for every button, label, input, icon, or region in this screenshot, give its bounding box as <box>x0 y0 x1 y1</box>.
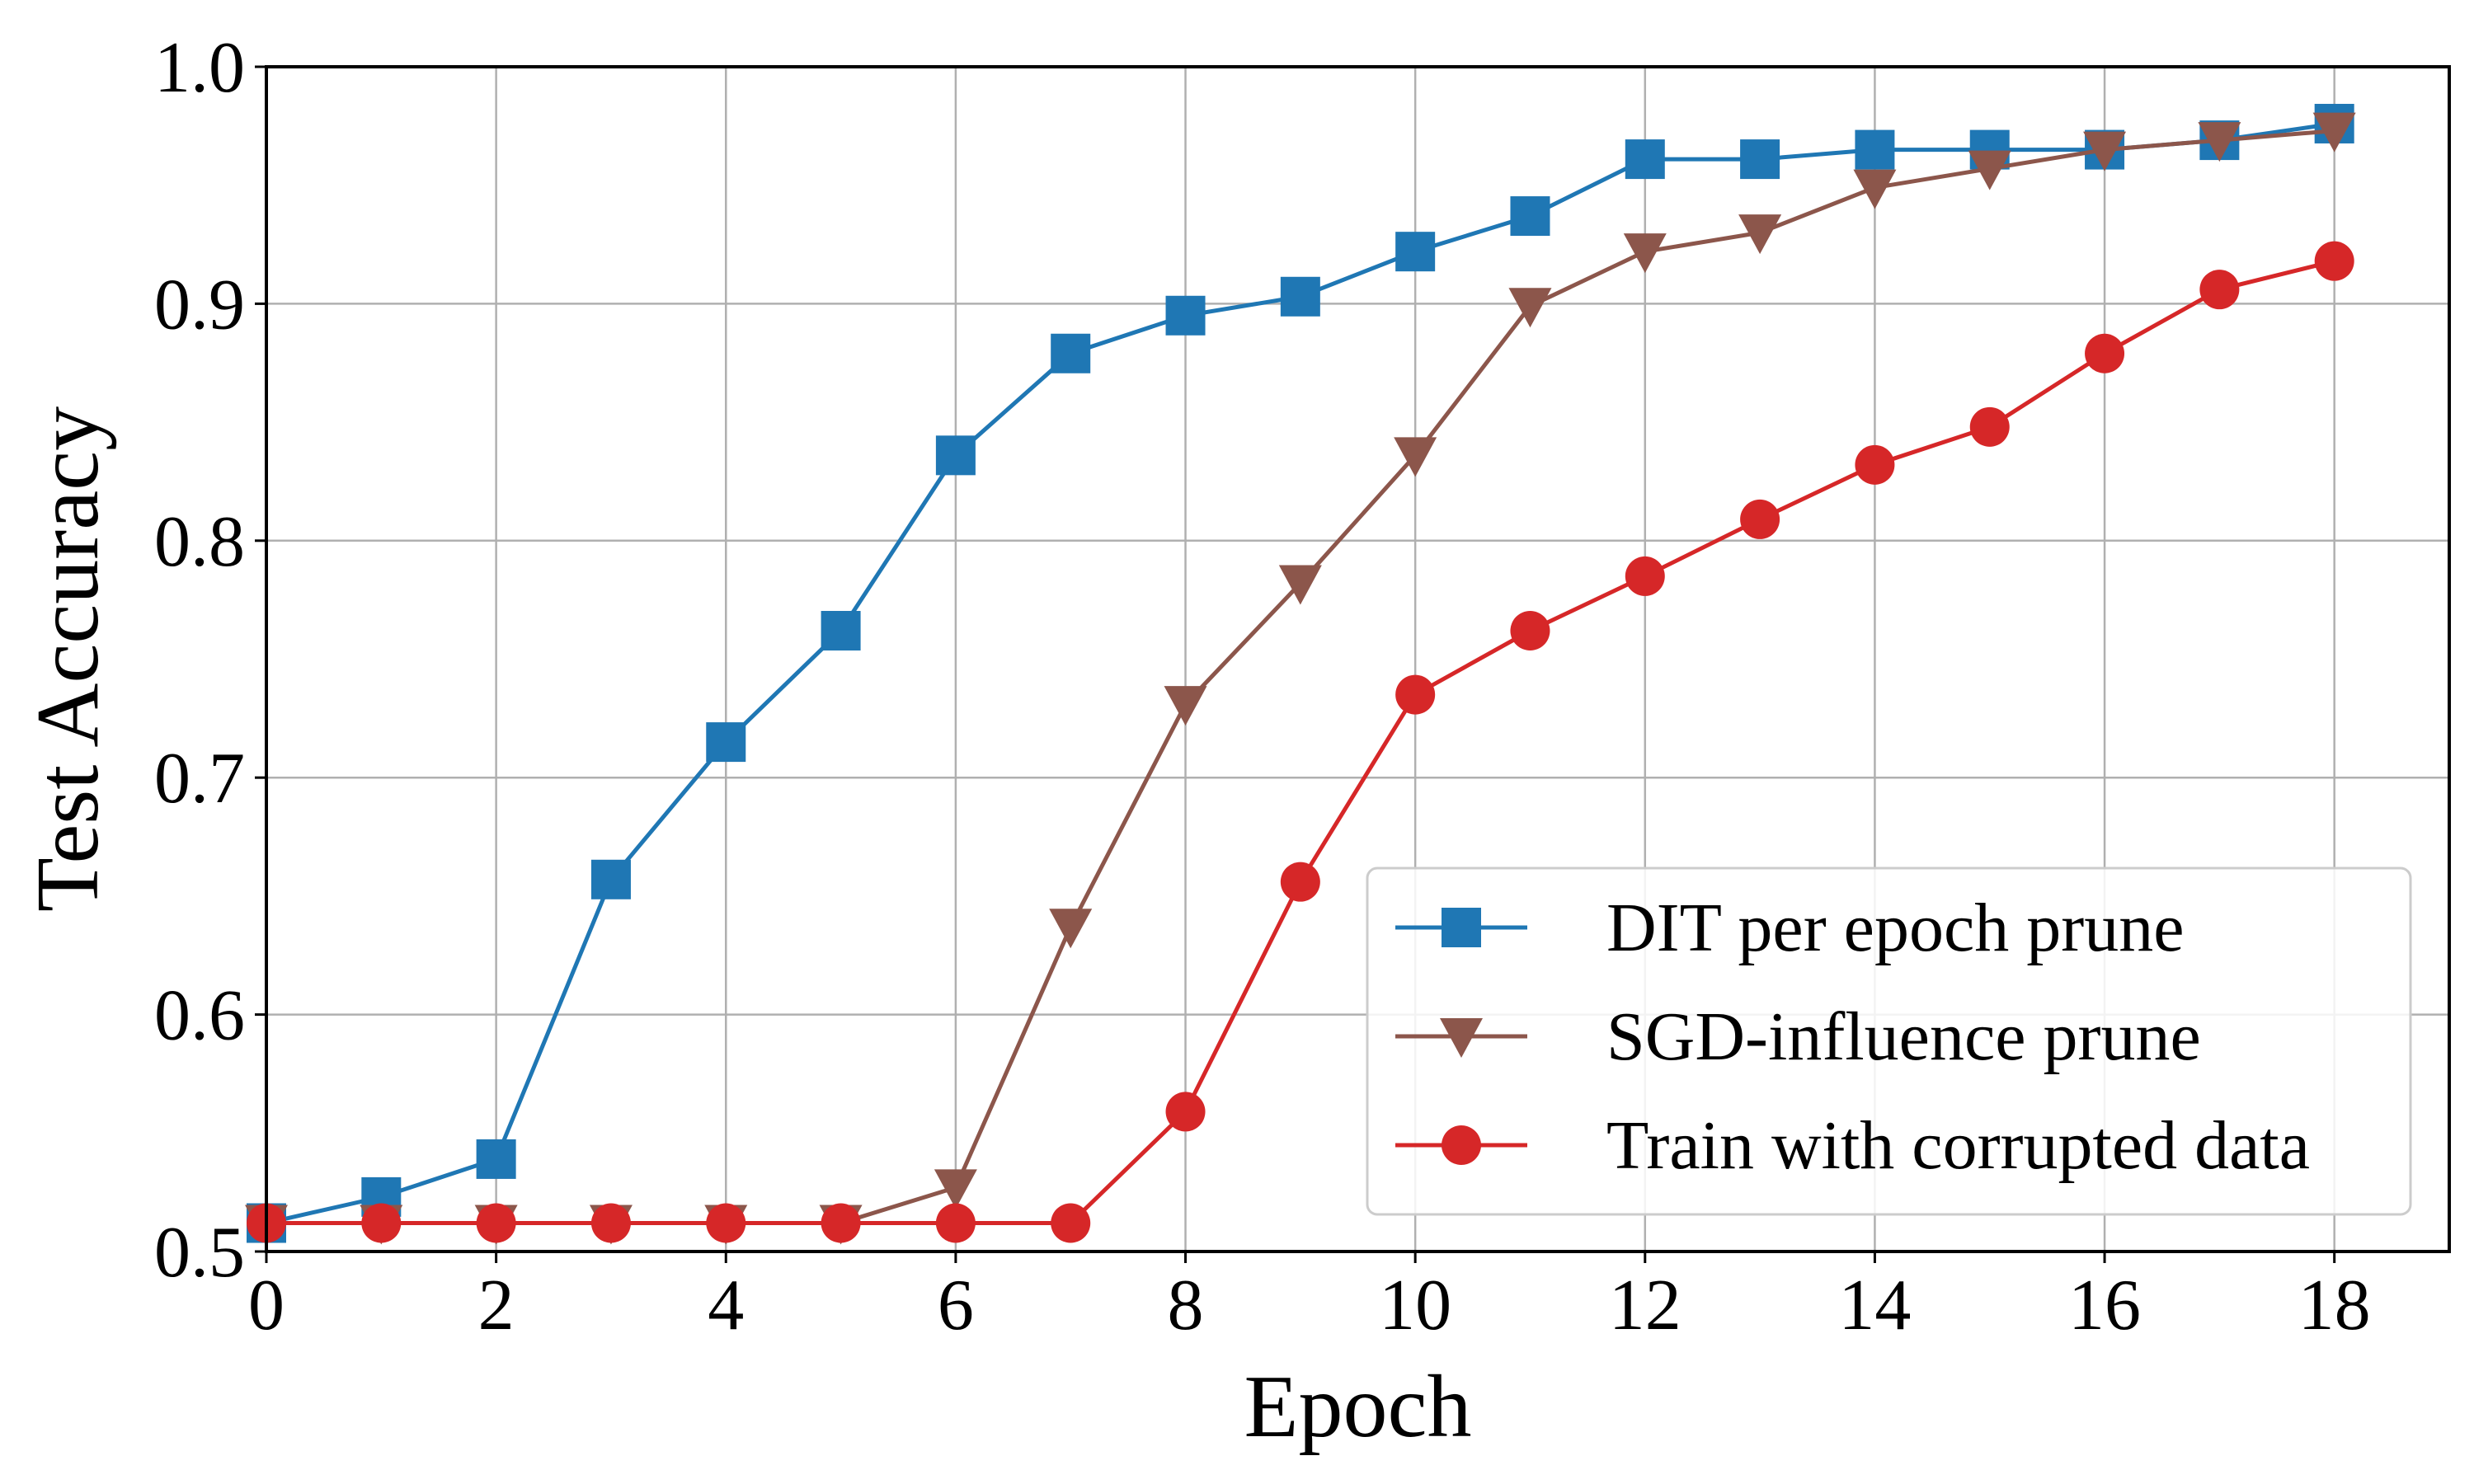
data-point <box>821 1203 861 1243</box>
data-point <box>1853 169 1897 209</box>
data-point <box>1280 862 1320 902</box>
data-point <box>935 435 976 476</box>
data-point <box>1395 674 1436 715</box>
data-point <box>1510 196 1550 237</box>
y-tick-label: 0.5 <box>154 1213 245 1293</box>
y-tick-label: 1.0 <box>154 28 245 108</box>
data-point <box>1051 1203 1091 1243</box>
x-tick-label: 2 <box>478 1266 515 1345</box>
data-point <box>1165 295 1206 336</box>
x-axis-label: Epoch <box>1244 1358 1472 1456</box>
legend-marker <box>1440 1018 1483 1058</box>
x-tick-label: 16 <box>2068 1266 2141 1345</box>
y-tick-label: 0.9 <box>154 265 245 345</box>
data-point <box>2198 122 2241 162</box>
x-tick-label: 12 <box>1609 1266 1681 1345</box>
data-point <box>1051 333 1091 373</box>
y-axis-label: Test Accuracy <box>19 406 117 912</box>
x-tick-label: 10 <box>1379 1266 1451 1345</box>
x-tick-label: 18 <box>2298 1266 2371 1345</box>
data-point <box>1280 276 1320 317</box>
data-point <box>1855 444 1895 485</box>
legend-item: DIT per epoch prune <box>1395 890 2185 966</box>
y-tick-label: 0.8 <box>154 502 245 582</box>
data-point <box>1740 139 1780 180</box>
data-point <box>706 1203 746 1243</box>
data-point <box>1164 686 1207 726</box>
legend-label: Train with corrupted data <box>1606 1107 2310 1184</box>
x-tick-label: 0 <box>248 1266 285 1345</box>
series-layer <box>245 103 2356 1245</box>
axis-ticks: 0 2 4 6 8 10 12 14 16 18 0.5 0.6 0.7 0.8 0.9 1.0 <box>154 28 2371 1345</box>
data-point <box>476 1203 516 1243</box>
data-point <box>1855 129 1895 170</box>
data-point <box>476 1139 516 1179</box>
data-point <box>590 1203 631 1243</box>
data-point <box>935 1203 976 1243</box>
data-point <box>2083 131 2127 171</box>
data-point <box>1625 139 1665 180</box>
data-point <box>1623 233 1667 274</box>
legend-marker <box>1442 908 1481 947</box>
data-point <box>1165 1092 1206 1132</box>
data-point <box>1508 288 1552 328</box>
data-point <box>1740 499 1780 539</box>
data-point <box>1738 214 1782 255</box>
data-point <box>1968 150 2011 190</box>
y-tick-label: 0.6 <box>154 976 245 1056</box>
y-tick-label: 0.7 <box>154 739 245 819</box>
data-point <box>2199 270 2240 310</box>
series-2 <box>247 241 2354 1243</box>
data-point <box>2085 333 2125 373</box>
legend-label: SGD-influence prune <box>1606 998 2201 1075</box>
x-tick-label: 4 <box>708 1266 744 1345</box>
data-point <box>1625 556 1665 596</box>
data-point <box>1395 232 1436 272</box>
data-point <box>1510 611 1550 651</box>
legend-item: SGD-influence prune <box>1395 998 2201 1075</box>
data-point <box>706 722 746 763</box>
data-point <box>2312 112 2356 153</box>
data-point <box>2314 241 2354 281</box>
data-point <box>934 1169 977 1209</box>
data-point <box>1049 909 1093 949</box>
data-point <box>361 1203 402 1243</box>
data-point <box>590 859 631 899</box>
data-point <box>1969 406 2010 447</box>
legend: DIT per epoch prune SGD-influence prune Tr… <box>1366 866 2412 1216</box>
data-point <box>821 611 861 651</box>
legend-label: DIT per epoch prune <box>1606 890 2185 966</box>
data-point <box>1278 565 1322 605</box>
legend-item: Train with corrupted data <box>1395 1107 2310 1184</box>
x-tick-label: 8 <box>1168 1266 1204 1345</box>
x-tick-label: 14 <box>1838 1266 1911 1345</box>
x-tick-label: 6 <box>938 1266 974 1345</box>
legend-box <box>1366 866 2412 1216</box>
legend-marker <box>1442 1125 1481 1165</box>
data-point <box>1394 437 1437 477</box>
plot-frame <box>265 65 2451 1253</box>
